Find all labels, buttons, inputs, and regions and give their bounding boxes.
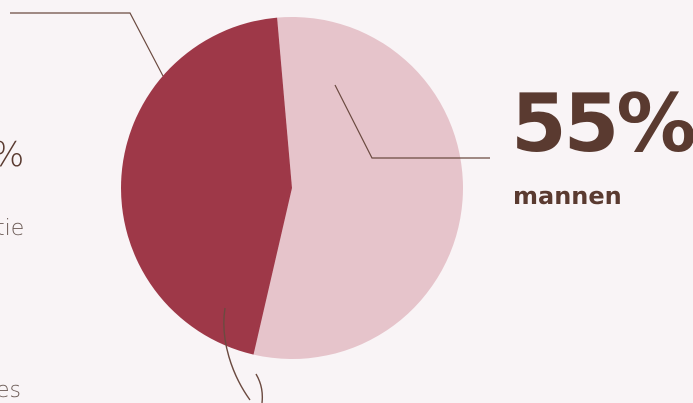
percent-value-mannen: 55% xyxy=(511,77,693,170)
cut-off-percent-text: % xyxy=(0,138,24,172)
leader-line-bottom xyxy=(223,307,251,401)
leader-line-top-left xyxy=(10,12,164,77)
leader-line-mannen xyxy=(334,84,490,159)
cut-off-text-line-2: es xyxy=(0,378,21,403)
pie-slices xyxy=(120,17,463,360)
leader-lines xyxy=(10,12,490,403)
cut-off-text-line-1: tie xyxy=(0,216,25,241)
pie-slice-slice-2 xyxy=(120,17,292,355)
pie-slice-mannen xyxy=(253,17,463,360)
category-label-mannen: mannen xyxy=(513,182,622,210)
leader-line-bottom-2 xyxy=(255,373,264,403)
